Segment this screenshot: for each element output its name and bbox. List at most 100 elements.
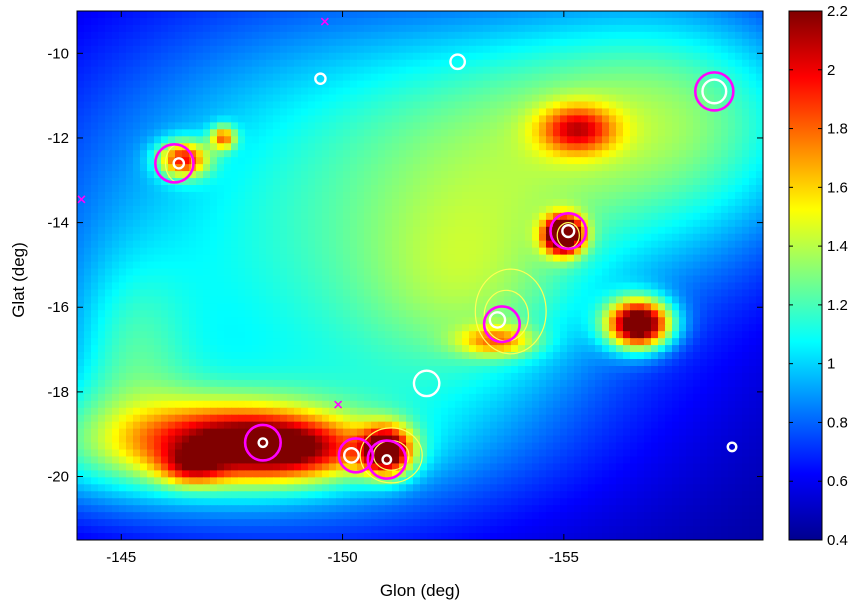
heatmap-cell (686, 11, 694, 19)
heatmap-cell (728, 122, 736, 130)
heatmap-cell (504, 171, 512, 179)
heatmap-cell (350, 150, 358, 158)
heatmap-cell (119, 247, 127, 256)
heatmap-cell (329, 11, 337, 19)
heatmap-cell (105, 38, 113, 47)
heatmap-cell (441, 289, 449, 297)
heatmap-cell (413, 261, 421, 270)
heatmap-cell (637, 331, 645, 339)
heatmap-cell (168, 275, 176, 284)
heatmap-cell (112, 45, 120, 54)
heatmap-cell (693, 261, 701, 270)
heatmap-cell (511, 122, 519, 130)
heatmap-cell (420, 143, 428, 151)
heatmap-cell (294, 338, 302, 346)
heatmap-cell (322, 157, 330, 165)
heatmap-cell (616, 59, 624, 68)
heatmap-cell (280, 31, 288, 40)
heatmap-cell (756, 219, 763, 228)
heatmap-cell (469, 108, 477, 117)
heatmap-cell (280, 352, 288, 360)
heatmap-cell (483, 178, 491, 186)
heatmap-cell (343, 191, 351, 200)
heatmap-cell (105, 212, 113, 221)
heatmap-cell (294, 115, 302, 123)
heatmap-cell (574, 303, 582, 311)
heatmap-cell (672, 268, 680, 277)
heatmap-cell (315, 338, 323, 346)
heatmap-cell (749, 261, 757, 270)
heatmap-cell (686, 331, 694, 339)
heatmap-cell (658, 289, 666, 297)
heatmap-cell (371, 359, 379, 367)
heatmap-cell (329, 289, 337, 297)
heatmap-cell (623, 268, 631, 277)
heatmap-cell (364, 282, 372, 291)
heatmap-cell (364, 143, 372, 151)
heatmap-cell (259, 191, 267, 200)
heatmap-cell (294, 171, 302, 179)
heatmap-cell (336, 115, 344, 123)
heatmap-cell (112, 87, 120, 96)
heatmap-cell (392, 226, 400, 235)
heatmap-cell (280, 80, 288, 89)
heatmap-cell (476, 310, 484, 318)
heatmap-cell (427, 164, 435, 172)
heatmap-cell (483, 136, 491, 144)
heatmap-cell (315, 191, 323, 200)
heatmap-cell (609, 296, 617, 304)
heatmap-cell (630, 296, 638, 304)
heatmap-cell (287, 87, 295, 96)
heatmap-cell (182, 205, 190, 214)
heatmap-cell (714, 317, 722, 325)
heatmap-cell (728, 11, 736, 19)
heatmap-cell (427, 115, 435, 123)
heatmap-cell (217, 212, 225, 221)
heatmap-cell (217, 101, 225, 110)
heatmap-cell (161, 247, 169, 256)
heatmap-cell (210, 331, 218, 339)
heatmap-cell (665, 352, 673, 360)
heatmap-cell (385, 52, 393, 61)
heatmap-cell (273, 205, 281, 214)
heatmap-cell (98, 191, 106, 200)
heatmap-cell (392, 338, 400, 346)
heatmap-cell (238, 59, 246, 68)
heatmap-cell (350, 310, 358, 318)
heatmap-cell (266, 212, 274, 221)
heatmap-cell (497, 261, 505, 270)
heatmap-cell (623, 108, 631, 117)
heatmap-cell (350, 240, 358, 249)
heatmap-cell (511, 11, 519, 19)
heatmap-cell (196, 38, 204, 47)
heatmap-cell (329, 324, 337, 332)
heatmap-cell (623, 233, 631, 242)
heatmap-cell (448, 38, 456, 47)
heatmap-cell (420, 352, 428, 360)
heatmap-cell (105, 178, 113, 186)
heatmap-cell (301, 240, 309, 249)
heatmap-cell (686, 129, 694, 137)
heatmap-cell (700, 108, 708, 117)
heatmap-cell (273, 157, 281, 165)
heatmap-cell (259, 136, 267, 144)
heatmap-cell (119, 108, 127, 117)
heatmap-cell (336, 122, 344, 130)
heatmap-cell (308, 275, 316, 284)
heatmap-cell (112, 324, 120, 332)
heatmap-cell (133, 226, 141, 235)
heatmap-cell (609, 310, 617, 318)
heatmap-cell (126, 178, 134, 186)
heatmap-cell (392, 157, 400, 165)
heatmap-cell (266, 345, 274, 353)
heatmap-cell (574, 129, 582, 137)
heatmap-cell (546, 275, 554, 284)
heatmap-cell (231, 185, 239, 193)
heatmap-cell (742, 157, 750, 165)
heatmap-cell (413, 303, 421, 311)
heatmap-cell (301, 219, 309, 228)
heatmap-cell (350, 136, 358, 144)
heatmap-cell (385, 324, 393, 332)
heatmap-cell (252, 38, 260, 47)
heatmap-cell (700, 191, 708, 200)
